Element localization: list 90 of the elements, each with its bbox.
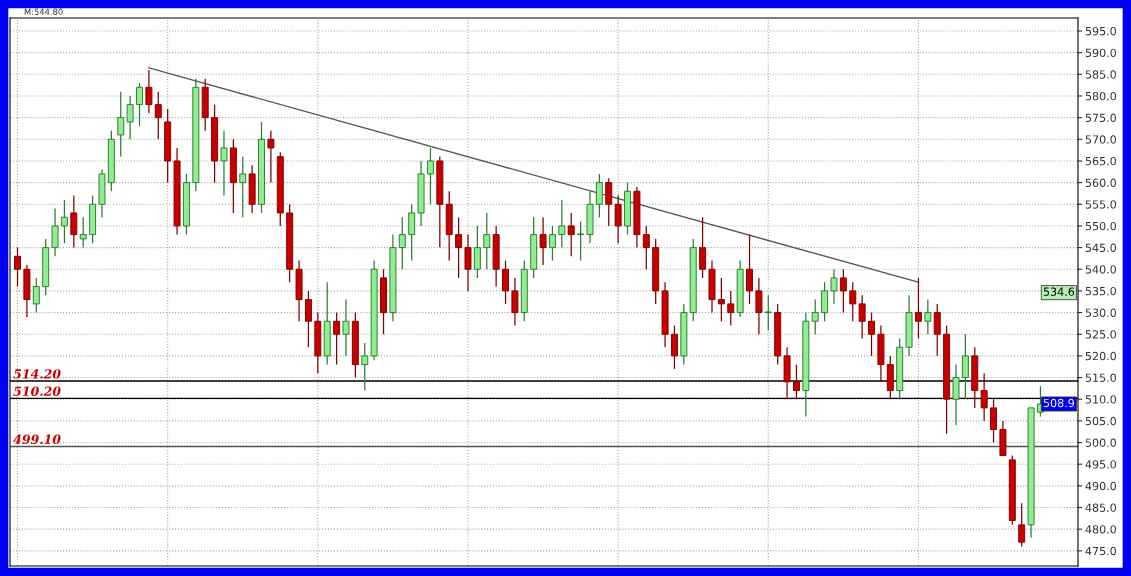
- ref-line-label: 514.20: [13, 369, 61, 379]
- candlestick: [755, 277, 763, 335]
- ref-line-label: 510.20: [13, 386, 61, 396]
- candlestick: [914, 277, 922, 340]
- candlestick: [239, 155, 247, 218]
- y-tick-label: 475.0: [1085, 546, 1117, 556]
- candlestick: [839, 268, 847, 314]
- candlestick: [342, 298, 350, 357]
- y-tick-label: 530.0: [1085, 308, 1117, 317]
- candlestick: [792, 363, 800, 400]
- y-tick-label: 520.0: [1085, 351, 1117, 361]
- candlestick: [60, 199, 68, 244]
- candlestick: [426, 147, 434, 205]
- candlestick: [980, 372, 988, 422]
- y-tick-label: 515.0: [1085, 373, 1117, 382]
- candlestick: [595, 173, 603, 218]
- candlestick: [605, 177, 613, 227]
- candlestick: [699, 216, 707, 279]
- candlestick: [14, 246, 21, 288]
- candlestick: [464, 233, 472, 292]
- candlestick: [361, 342, 369, 392]
- y-tick-label: 555.0: [1085, 200, 1117, 209]
- candlestick: [539, 216, 547, 266]
- candlestick: [473, 225, 481, 279]
- candlestick: [567, 212, 575, 257]
- candlestick: [154, 91, 162, 140]
- candlestick: [849, 281, 857, 322]
- y-tick-label: 540.0: [1085, 265, 1117, 274]
- candlestick: [1018, 502, 1026, 548]
- candlestick: [577, 220, 585, 262]
- candlestick: [51, 207, 59, 257]
- candlestick: [868, 311, 876, 357]
- y-tick-label: 595.0: [1085, 26, 1117, 36]
- y-tick-label: 590.0: [1085, 48, 1117, 58]
- candlestick: [117, 91, 125, 158]
- candlestick: [220, 130, 228, 197]
- candlestick: [990, 398, 998, 444]
- y-tick-label: 545.0: [1085, 243, 1117, 252]
- candlestick: [933, 303, 941, 357]
- candlestick: [642, 225, 650, 270]
- y-tick-label: 480.0: [1085, 525, 1117, 534]
- candlestick: [670, 324, 678, 370]
- candlestick: [717, 277, 725, 322]
- candlestick: [811, 298, 819, 335]
- candlestick: [145, 69, 153, 114]
- text: M:544.80: [24, 8, 63, 15]
- y-tick-label: 510.0: [1085, 395, 1117, 404]
- candlestick: [267, 130, 275, 184]
- candlestick: [79, 216, 87, 249]
- candlestick: [502, 259, 510, 305]
- candlestick: [333, 311, 341, 366]
- candlestick: [961, 333, 969, 400]
- candlestick: [455, 216, 463, 279]
- y-tick-label: 585.0: [1085, 70, 1117, 79]
- candlestick: [821, 281, 829, 322]
- candlestick: [408, 203, 416, 262]
- candlestick: [727, 290, 735, 327]
- candlestick: [614, 194, 622, 244]
- annotation: 508.9: [1043, 398, 1075, 408]
- candlestick: [924, 298, 932, 335]
- y-tick-label: 565.0: [1085, 156, 1117, 166]
- candlestick: [136, 82, 143, 127]
- y-tick-label: 570.0: [1085, 135, 1117, 144]
- candlestick: [764, 294, 772, 331]
- y-tick-label: 490.0: [1085, 481, 1117, 491]
- candlestick: [32, 277, 40, 314]
- candlestick: [558, 199, 566, 249]
- candlestick: [746, 233, 754, 305]
- y-tick-label: 485.0: [1085, 503, 1117, 512]
- candlestick: [511, 277, 519, 327]
- y-tick-label: 535.0: [1085, 286, 1117, 296]
- annotation: 534.6: [1043, 287, 1075, 296]
- candlestick: [952, 363, 960, 426]
- y-tick-label: 525.0: [1085, 330, 1117, 339]
- y-tick-label: 505.0: [1085, 416, 1117, 426]
- candlestick: [70, 194, 78, 249]
- ref-line-label: 499.10: [13, 434, 61, 445]
- candlestick: [548, 225, 556, 262]
- y-tick-label: 495.0: [1085, 460, 1117, 469]
- candlestick: [858, 294, 866, 340]
- y-tick-label: 500.0: [1085, 438, 1117, 447]
- candlestick: [126, 95, 134, 140]
- y-tick-label: 580.0: [1085, 91, 1117, 101]
- y-tick-label: 560.0: [1085, 178, 1117, 187]
- y-tick-label: 575.0: [1085, 113, 1117, 123]
- candlestick: [398, 216, 406, 270]
- candlestick: [483, 212, 491, 270]
- candlestick: [830, 268, 838, 305]
- candlestick: [304, 290, 312, 348]
- y-tick-label: 550.0: [1085, 221, 1117, 231]
